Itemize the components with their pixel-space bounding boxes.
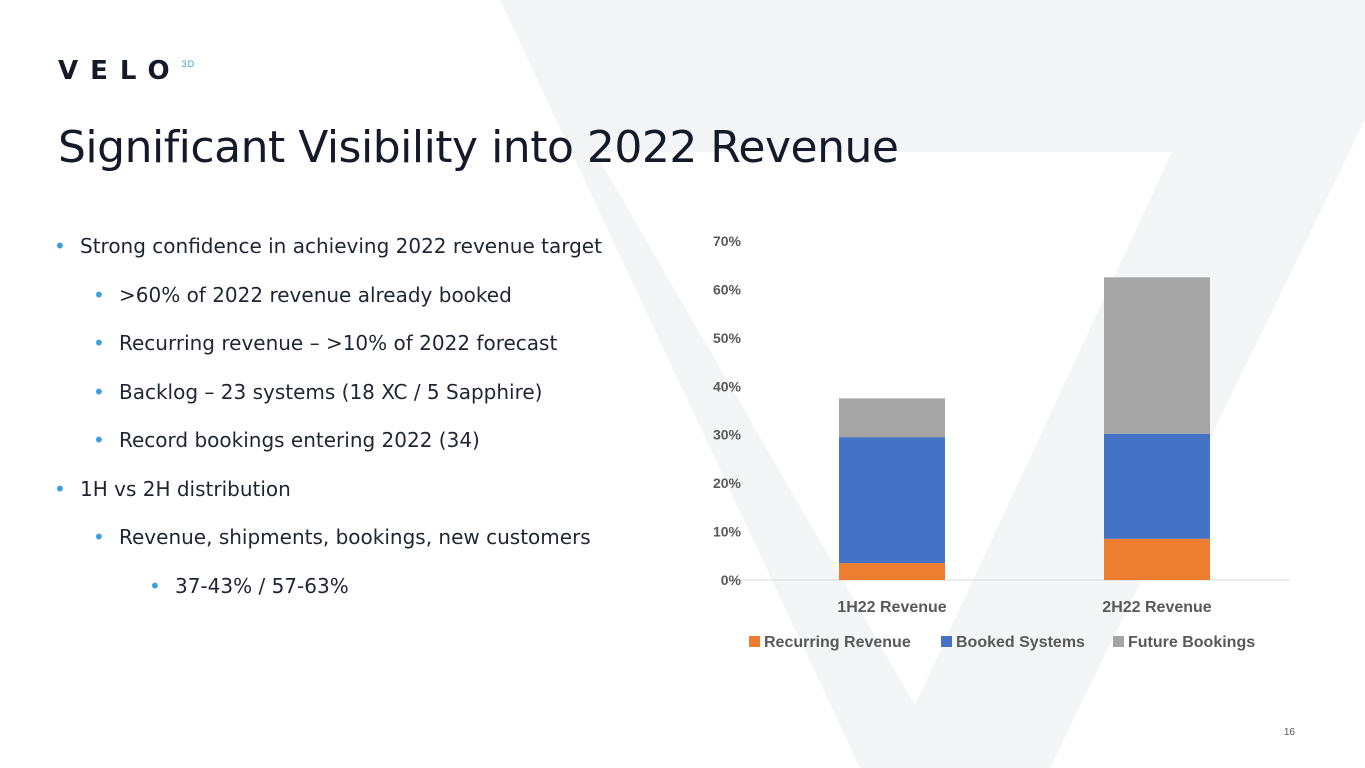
bullet-text: 37-43% / 57-63%	[175, 573, 349, 598]
y-tick-label: 0%	[721, 572, 742, 588]
bar-segment-booked-systems	[1104, 433, 1210, 539]
logo-suffix: 3D	[181, 59, 196, 69]
page-number: 16	[1283, 727, 1295, 738]
legend-label: Recurring Revenue	[764, 634, 911, 651]
y-tick-label: 60%	[713, 281, 742, 297]
y-tick-label: 40%	[713, 378, 742, 394]
bullet-icon: •	[93, 379, 105, 404]
bullet-item: • 37-43% / 57-63%	[149, 573, 349, 598]
bullet-text: Recurring revenue – >10% of 2022 forecas…	[119, 331, 558, 355]
bullet-item: • 1H vs 2H distribution	[54, 476, 291, 501]
bar-segment-future-bookings	[839, 398, 945, 438]
y-tick-label: 50%	[713, 330, 742, 346]
bullet-item: • Record bookings entering 2022 (34)	[93, 428, 480, 452]
bullet-item: • >60% of 2022 revenue already booked	[93, 282, 512, 307]
page-title: Significant Visibility into 2022 Revenue	[58, 122, 899, 173]
y-tick-label: 20%	[713, 475, 742, 491]
bullet-item: • Recurring revenue – >10% of 2022 foreca…	[93, 331, 558, 355]
legend-label: Booked Systems	[956, 634, 1085, 651]
bullet-icon: •	[93, 282, 105, 307]
bullet-icon: •	[54, 476, 66, 501]
bullet-text: >60% of 2022 revenue already booked	[119, 282, 512, 307]
bullet-icon: •	[93, 428, 105, 452]
velo3d-logo: VELO 3D	[58, 58, 195, 84]
bar-segment-booked-systems	[839, 437, 945, 564]
logo-text: VELO	[58, 56, 182, 86]
bullet-icon: •	[93, 331, 105, 355]
y-tick-label: 10%	[713, 524, 742, 540]
bullet-text: 1H vs 2H distribution	[80, 476, 291, 501]
bullet-item: • Strong confidence in achieving 2022 rev…	[54, 234, 602, 258]
bullet-item: • Backlog – 23 systems (18 XC / 5 Sapphir…	[93, 379, 543, 404]
y-tick-label: 70%	[713, 233, 742, 249]
bullet-icon: •	[149, 573, 161, 598]
bullet-item: • Revenue, shipments, bookings, new custo…	[93, 525, 591, 549]
legend-label: Future Bookings	[1128, 634, 1255, 651]
bullet-icon: •	[54, 234, 66, 258]
x-tick-label: 1H22 Revenue	[837, 599, 946, 616]
legend-swatch	[1113, 636, 1124, 647]
bullet-text: Backlog – 23 systems (18 XC / 5 Sapphire…	[119, 379, 543, 404]
bullet-text: Strong confidence in achieving 2022 reve…	[80, 234, 602, 258]
bar-segment-recurring-revenue	[839, 563, 945, 580]
bullet-text: Revenue, shipments, bookings, new custom…	[119, 525, 591, 549]
x-tick-label: 2H22 Revenue	[1102, 599, 1211, 616]
bar-segment-future-bookings	[1104, 277, 1210, 434]
bar-segment-recurring-revenue	[1104, 538, 1210, 580]
bullet-text: Record bookings entering 2022 (34)	[119, 428, 480, 452]
bullet-icon: •	[93, 525, 105, 549]
legend-swatch	[941, 636, 952, 647]
y-tick-label: 30%	[713, 427, 742, 443]
legend-swatch	[749, 636, 760, 647]
